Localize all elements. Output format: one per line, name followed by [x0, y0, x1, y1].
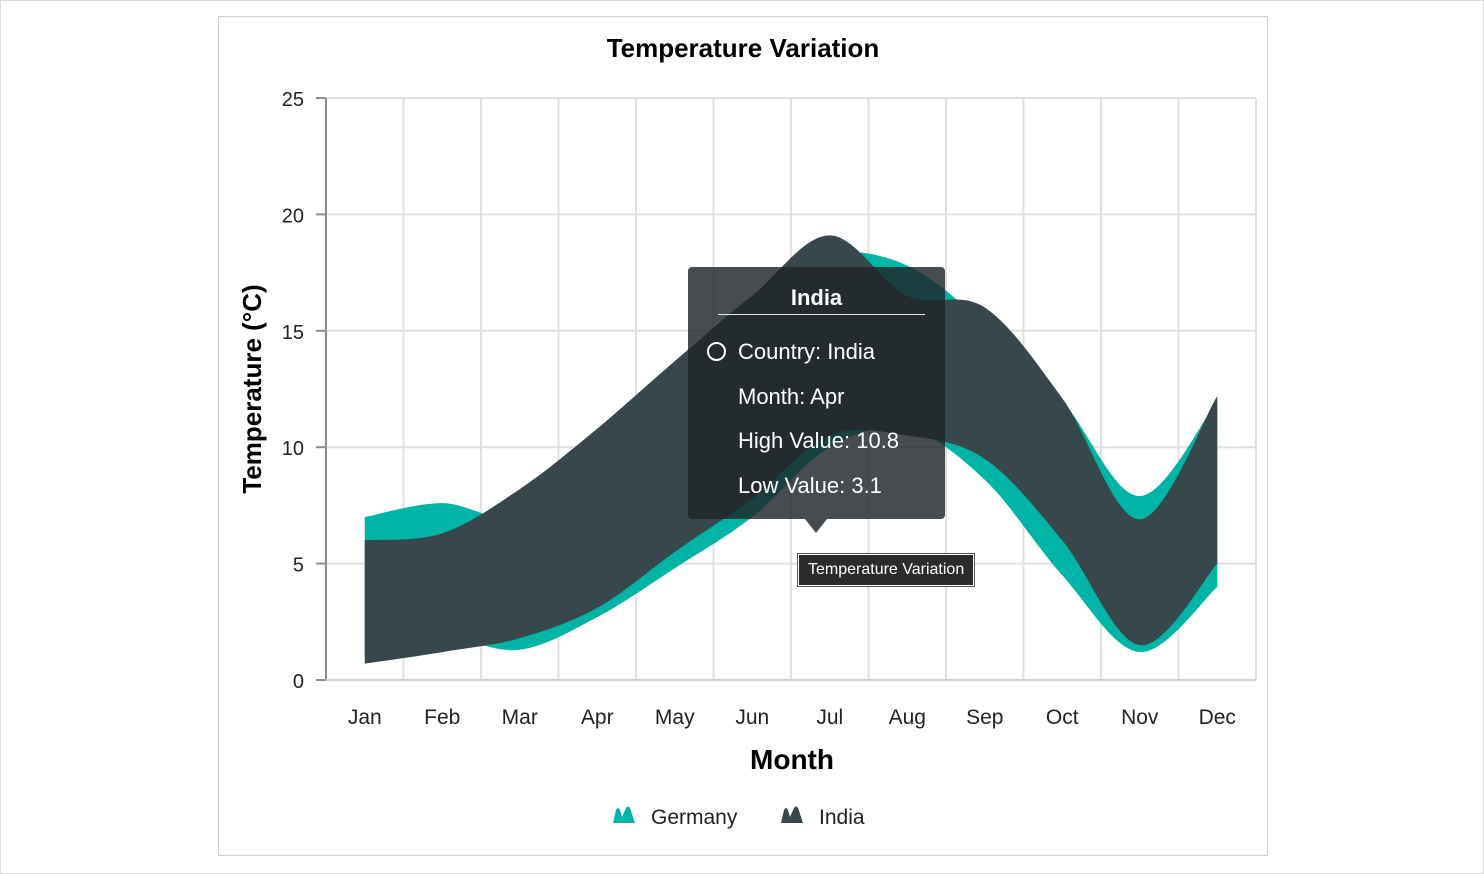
y-tick-label: 15 — [282, 322, 304, 344]
y-tick-label: 5 — [293, 555, 304, 577]
legend-item-germany[interactable]: Germany — [613, 806, 738, 829]
x-tick-label: Jul — [816, 706, 843, 729]
tooltip-row-low: Low Value: 3.1 — [738, 473, 882, 498]
chart-container: 0 5 10 15 20 25 Jan Feb Mar Apr May Jun Jul Aug Sep Oct… — [218, 16, 1268, 856]
x-tick-label: Jan — [348, 706, 382, 729]
legend: Germany India — [613, 806, 865, 829]
x-tick-label: Aug — [889, 706, 926, 729]
tooltip-row-country: Country: India — [738, 339, 875, 364]
tooltip: India Country: India Month: Apr High Val… — [688, 267, 945, 533]
x-tick-label: Nov — [1121, 706, 1159, 729]
legend-label: India — [819, 806, 865, 829]
x-tick-label: May — [655, 706, 695, 729]
y-tick-label: 10 — [282, 438, 304, 460]
x-axis-title: Month — [750, 744, 834, 775]
y-tick-label: 25 — [282, 89, 304, 111]
legend-label: Germany — [651, 806, 738, 829]
tooltip-divider — [718, 314, 925, 315]
tooltip-marker-icon — [707, 342, 726, 361]
chart-title: Temperature Variation — [607, 33, 880, 63]
x-tick-label: Jun — [735, 706, 769, 729]
x-tick-label: Apr — [581, 706, 614, 729]
y-tick-label: 20 — [282, 205, 304, 227]
hover-hint: Temperature Variation — [796, 553, 976, 587]
legend-area-icon — [781, 806, 803, 823]
x-tick-label: Sep — [966, 706, 1003, 729]
y-axis-title: Temperature (°C) — [237, 284, 267, 493]
tooltip-arrow — [805, 519, 827, 533]
legend-area-icon — [613, 806, 635, 823]
legend-item-india[interactable]: India — [781, 806, 865, 829]
axes: 0 5 10 15 20 25 Jan Feb Mar Apr May Jun Jul Aug Sep Oct… — [282, 89, 1256, 729]
tooltip-header: India — [790, 285, 843, 310]
x-tick-label: Oct — [1046, 706, 1079, 729]
tooltip-row-high: High Value: 10.8 — [738, 428, 900, 453]
tooltip-row-month: Month: Apr — [738, 384, 845, 409]
x-tick-label: Mar — [502, 706, 538, 729]
y-tick-label: 0 — [293, 671, 304, 693]
x-tick-label: Dec — [1199, 706, 1236, 729]
x-tick-label: Feb — [424, 706, 460, 729]
